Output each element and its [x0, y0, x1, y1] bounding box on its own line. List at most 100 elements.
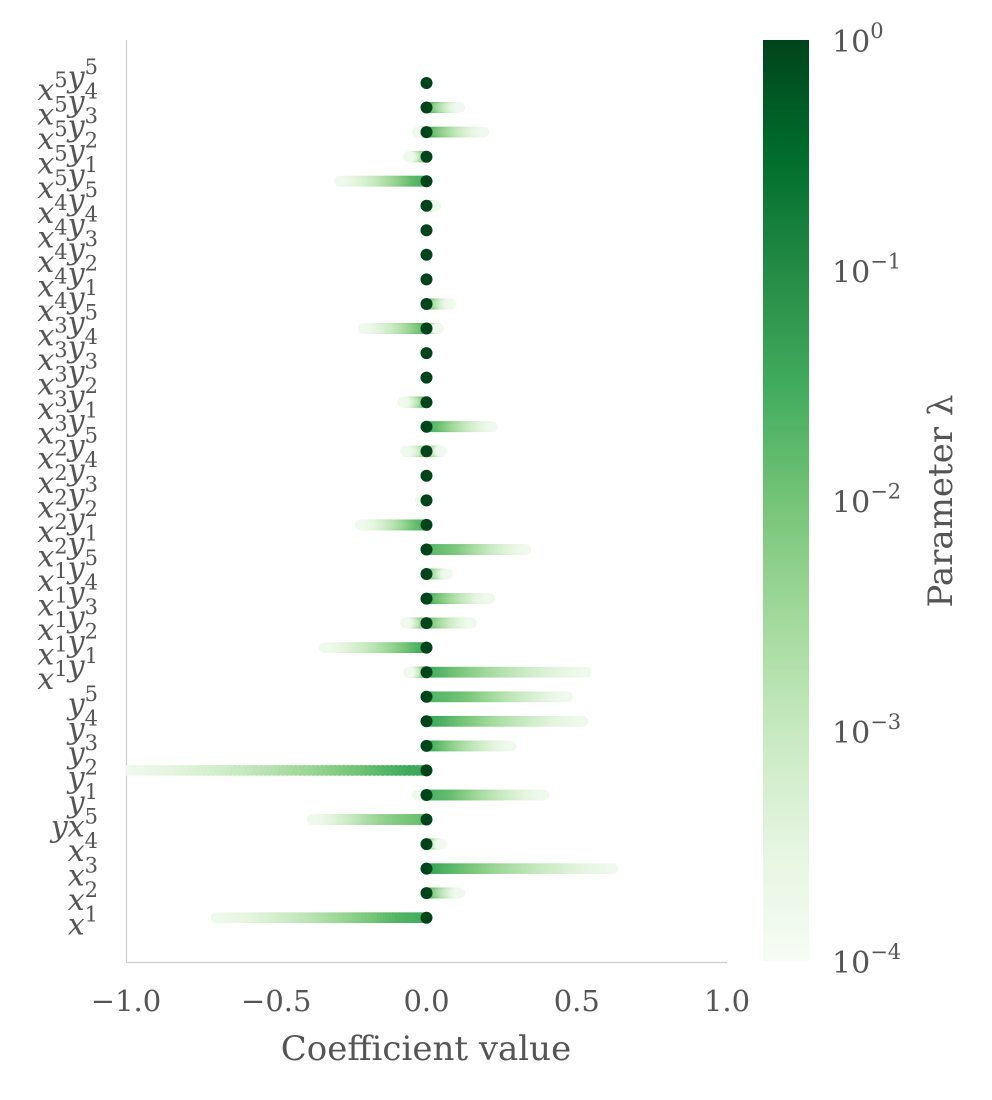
coefficient-point [436, 445, 447, 457]
y-tick-label: x2y4 [37, 448, 98, 501]
y-tick-exponent: 4 [85, 80, 98, 104]
coefficient-point [412, 126, 423, 138]
y-tick-label: x1y1 [37, 644, 98, 697]
y-tick-label: x4y1 [37, 276, 98, 329]
coefficient-point [334, 175, 345, 187]
y-tick-variable: x [37, 98, 54, 133]
y-tick-exponent: 2 [85, 755, 98, 779]
y-tick-variable: y [49, 810, 69, 845]
coefficient-point-lambda-max [420, 739, 433, 752]
coefficient-point-lambda-max [420, 199, 433, 212]
y-tick-exponent: 1 [85, 521, 98, 545]
y-tick-variable: x [37, 73, 54, 108]
y-tick-variable: x [37, 490, 54, 525]
y-tick-variable: y [66, 785, 86, 820]
y-tick-label: x2y3 [37, 472, 98, 525]
y-tick-variable: y [66, 379, 86, 414]
y-tick-exponent: 4 [54, 215, 67, 239]
y-tick-label: x5y5 [37, 55, 98, 108]
x-tick-labels: −1.0 −0.5 0.0 0.5 1.0 [91, 984, 750, 1018]
coefficient-point [442, 568, 453, 580]
y-tick-variable: y [66, 60, 86, 95]
coefficient-point [210, 912, 222, 924]
coefficient-point [478, 126, 489, 138]
y-tick-exponent: 2 [85, 129, 98, 153]
y-tick-variable: x [37, 122, 54, 157]
coefficient-point [505, 740, 516, 752]
coefficient-point-lambda-max [420, 518, 433, 531]
coefficient-point-lambda-max [420, 273, 433, 286]
y-tick-exponent: 5 [85, 55, 98, 79]
coefficient-point-lambda-max [420, 298, 433, 310]
y-tick-exponent: 3 [85, 472, 98, 496]
y-tick-label: x3y2 [37, 374, 98, 427]
coefficient-point-lambda-max [420, 813, 433, 826]
y-tick-label: x1y3 [37, 595, 98, 648]
coefficient-point-lambda-max [420, 887, 433, 900]
y-tick-label: x1y5 [37, 546, 98, 599]
y-tick-exponent: 1 [54, 633, 67, 657]
coefficient-point-lambda-max [420, 371, 433, 384]
y-tick-variable: y [66, 453, 86, 488]
y-tick-variable: y [66, 281, 86, 316]
y-tick-exponent: 1 [54, 584, 67, 608]
y-tick-variable: x [37, 171, 54, 206]
y-tick-exponent: 5 [85, 178, 98, 202]
y-tick-labels: x5y5x5y4x5y3x5y2x5y1x4y5x4y4x4y3x4y2x4y1… [37, 55, 98, 943]
y-tick-variable: x [37, 515, 54, 550]
coefficient-point [403, 151, 414, 163]
y-tick-exponent: 1 [54, 559, 67, 583]
y-tick-variable: y [66, 649, 86, 684]
coefficient-point-lambda-max [420, 101, 433, 114]
y-tick-exponent: 5 [85, 301, 98, 325]
y-tick-exponent: 3 [85, 731, 98, 755]
coefficient-point-lambda-max [420, 690, 433, 703]
y-tick-label: x3y4 [37, 325, 98, 378]
colorbar-tick-exponent: −2 [870, 480, 901, 504]
y-tick-exponent: 3 [85, 350, 98, 374]
colorbar-tick-label: 10−2 [832, 480, 901, 521]
x-tick-label: 0.5 [554, 984, 600, 1018]
y-tick-variable: y [66, 736, 86, 771]
y-tick-exponent: 2 [54, 485, 67, 509]
coefficient-point-lambda-max [420, 347, 433, 360]
coefficient-point-lambda-max [420, 764, 433, 777]
y-tick-exponent: 3 [54, 412, 67, 436]
y-tick-variable: y [66, 134, 86, 169]
y-tick-variable: x [37, 466, 54, 501]
y-tick-variable: y [66, 232, 86, 267]
coefficient-point-lambda-max [420, 543, 433, 556]
y-tick-variable: x [68, 810, 85, 845]
coefficient-point-lambda-max [420, 150, 433, 163]
y-tick-label: x3y5 [37, 301, 98, 354]
y-tick-variable: x [37, 662, 54, 697]
y-tick-label: x3y3 [37, 350, 98, 403]
y-tick-exponent: 1 [85, 644, 98, 668]
y-tick-variable: x [37, 196, 54, 231]
y-tick-variable: y [66, 711, 86, 746]
coefficient-point-lambda-max [420, 641, 433, 654]
y-tick-exponent: 2 [85, 374, 98, 398]
y-tick-variable: x [37, 417, 54, 452]
coefficient-point-lambda-max [420, 789, 433, 801]
y-tick-variable: x [37, 368, 54, 403]
y-tick-variable: y [66, 502, 86, 537]
x-axis-label: Coefficient value [281, 1029, 571, 1069]
y-tick-variable: y [66, 477, 86, 512]
y-tick-variable: x [37, 294, 54, 329]
x-tick-label: 1.0 [704, 984, 750, 1018]
colorbar-tick-exponent: −1 [870, 249, 901, 273]
y-tick-variable: x [37, 147, 54, 182]
y-tick-label: x1 [68, 903, 98, 943]
data-points [126, 102, 619, 924]
y-tick-variable: y [66, 256, 86, 291]
y-tick-exponent: 1 [54, 608, 67, 632]
coefficient-point-lambda-max [420, 592, 433, 605]
y-tick-variable: x [37, 392, 54, 427]
y-tick-label: y4 [66, 706, 98, 746]
y-tick-exponent: 3 [85, 854, 98, 878]
y-tick-variable: x [68, 908, 85, 943]
y-tick-variable: y [66, 404, 86, 439]
y-tick-variable: x [68, 859, 85, 894]
